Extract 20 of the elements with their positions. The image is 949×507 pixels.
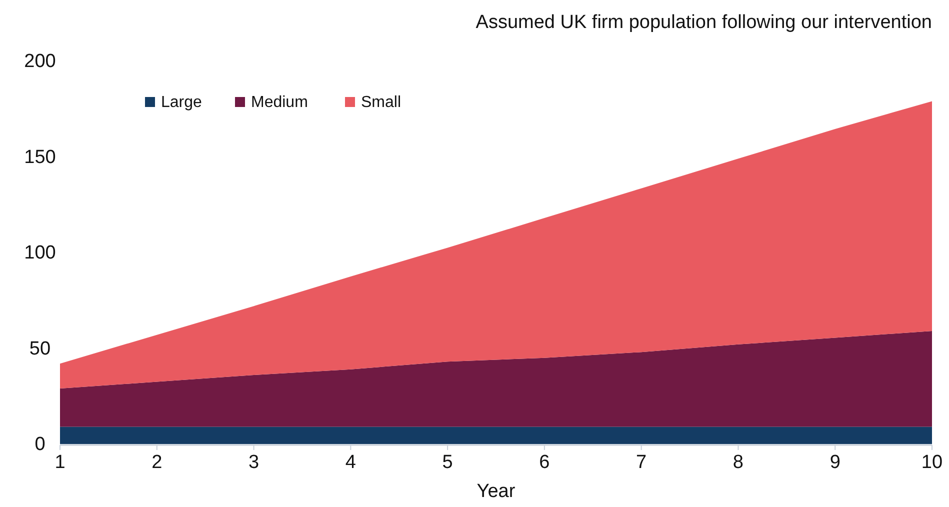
chart-title: Assumed UK firm population following our intervention: [476, 12, 932, 33]
x-tick-label: 4: [345, 452, 356, 473]
x-tick-label: 10: [921, 452, 943, 473]
x-tick-label: 9: [830, 452, 840, 473]
legend-label: Medium: [251, 94, 308, 111]
y-tick-label: 200: [24, 51, 56, 72]
y-tick-label: 50: [29, 338, 51, 360]
x-tick-label: 2: [152, 452, 162, 473]
legend-label: Large: [161, 94, 202, 111]
x-axis-title: Year: [476, 481, 516, 502]
x-tick-label: 7: [636, 452, 647, 473]
legend-label: Small: [361, 94, 402, 111]
y-tick-label: 100: [24, 242, 56, 264]
x-tick-label: 5: [442, 452, 453, 473]
y-tick-label: 0: [34, 434, 46, 455]
x-tick-label: 6: [539, 452, 550, 473]
y-tick-label: 150: [24, 146, 56, 168]
x-tick-label: 8: [732, 452, 744, 473]
x-tick-label: 3: [248, 452, 260, 473]
x-tick-label: 1: [54, 452, 66, 473]
